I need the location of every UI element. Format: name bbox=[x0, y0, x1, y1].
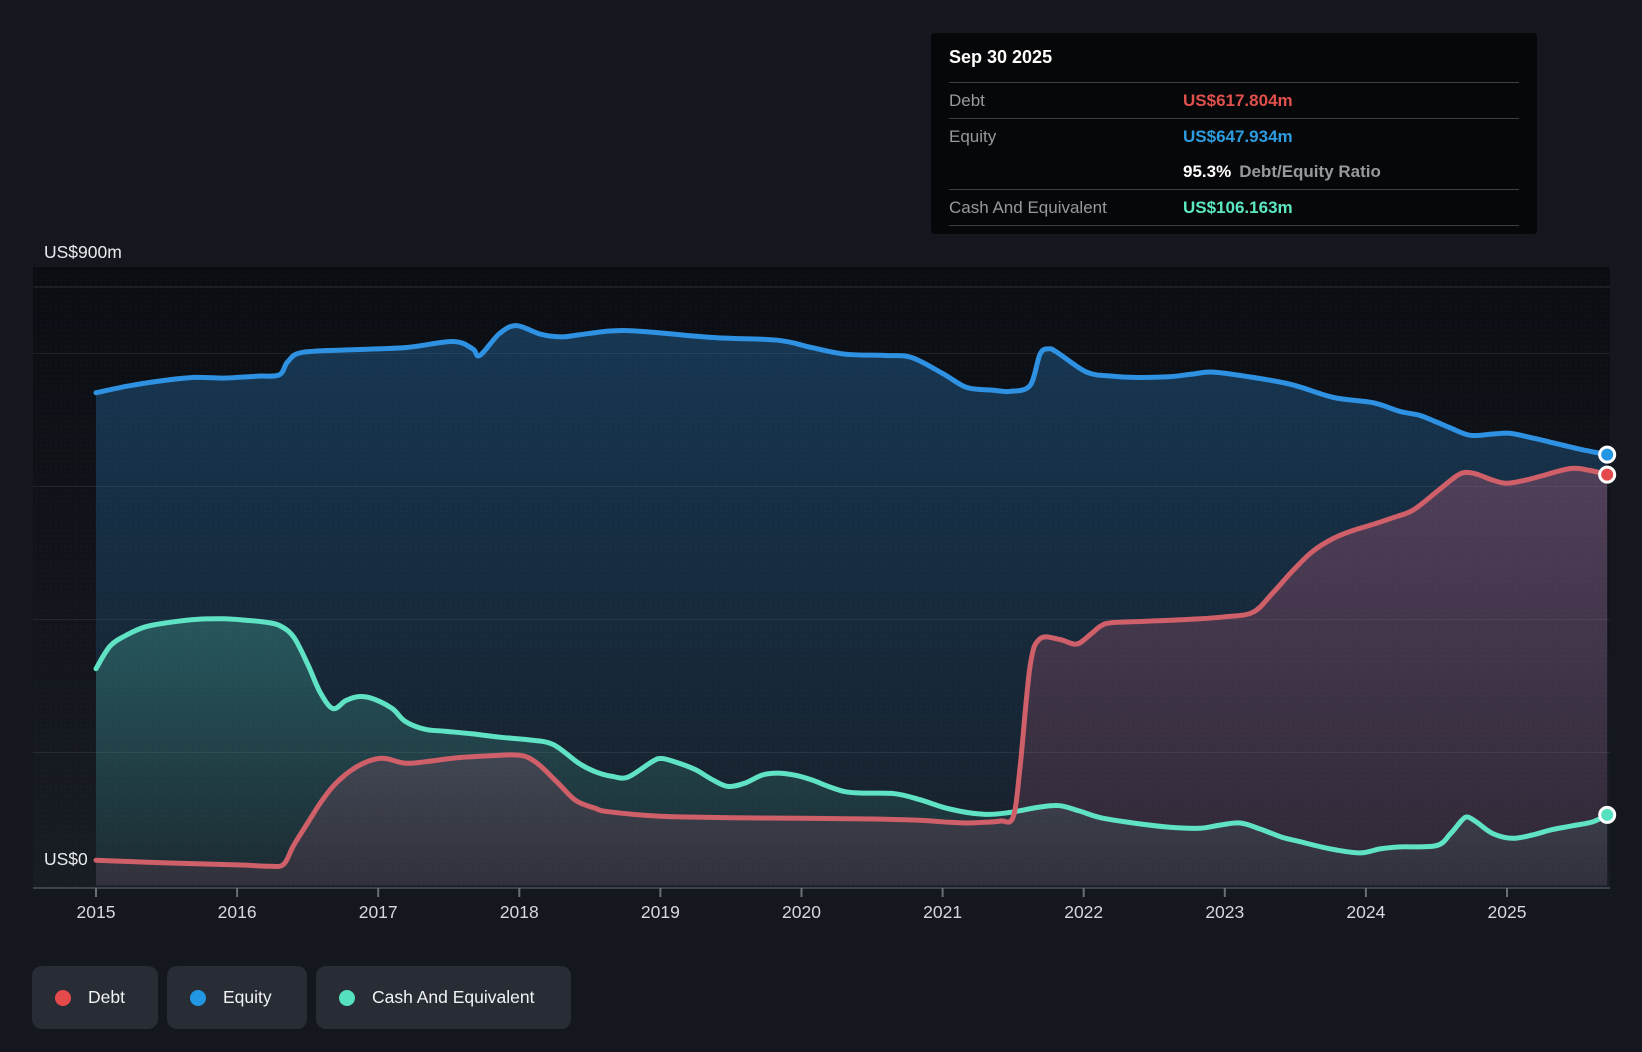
x-axis-year-label: 2021 bbox=[923, 902, 963, 922]
debt-line bbox=[93, 465, 1610, 869]
tooltip-cash-value: US$106.163m bbox=[1183, 197, 1293, 217]
cash-series-dot-icon bbox=[339, 989, 355, 1006]
debt-series-dot-icon bbox=[55, 989, 71, 1006]
tooltip-ratio-value: 95.3% bbox=[1183, 161, 1232, 181]
y-axis-label-zero: US$0 bbox=[44, 849, 88, 869]
legend-item-debt[interactable]: Debt bbox=[32, 966, 158, 1029]
cash-end-marker bbox=[1598, 805, 1617, 824]
plot-texture bbox=[33, 267, 1610, 888]
tooltip-debt-label: Debt bbox=[949, 90, 985, 110]
equity-series-dot-icon bbox=[190, 989, 206, 1006]
tooltip-ratio-label: Debt/Equity Ratio bbox=[1239, 161, 1381, 181]
cash-line bbox=[93, 616, 1610, 856]
x-axis-year-label: 2023 bbox=[1205, 902, 1245, 922]
tooltip-row-debt: Debt US$617.804m bbox=[949, 83, 1519, 119]
x-axis-year-label: 2022 bbox=[1064, 902, 1104, 922]
tooltip-equity-value: US$647.934m bbox=[1183, 126, 1293, 146]
x-axis-year-label: 2015 bbox=[76, 902, 116, 922]
chart-tooltip: Sep 30 2025 Debt US$617.804m Equity US$6… bbox=[931, 33, 1537, 234]
y-axis-label-max: US$900m bbox=[44, 242, 122, 262]
x-axis-year-label: 2024 bbox=[1346, 902, 1386, 922]
x-axis-year-label: 2025 bbox=[1487, 902, 1527, 922]
legend-cash-label: Cash And Equivalent bbox=[372, 987, 535, 1007]
tooltip-debt-value: US$617.804m bbox=[1183, 90, 1293, 110]
debt-end-marker bbox=[1598, 465, 1617, 484]
tooltip-row-cash: Cash And Equivalent US$106.163m bbox=[949, 190, 1519, 226]
tooltip-equity-label: Equity bbox=[949, 126, 997, 146]
legend-item-equity[interactable]: Equity bbox=[167, 966, 307, 1029]
x-axis-year-label: 2019 bbox=[640, 902, 680, 922]
x-axis-year-label: 2018 bbox=[499, 902, 539, 922]
legend-equity-label: Equity bbox=[223, 987, 272, 1007]
tooltip-row-ratio: 95.3% Debt/Equity Ratio bbox=[949, 154, 1519, 190]
x-axis-year-label: 2017 bbox=[358, 902, 398, 922]
chart-legend: Debt Equity Cash And Equivalent bbox=[0, 966, 1642, 1029]
x-axis-year-label: 2016 bbox=[217, 902, 257, 922]
legend-debt-label: Debt bbox=[88, 987, 125, 1007]
tooltip-date: Sep 30 2025 bbox=[949, 33, 1519, 83]
equity-end-marker bbox=[1598, 445, 1617, 464]
x-axis-year-label: 2020 bbox=[782, 902, 821, 922]
legend-item-cash[interactable]: Cash And Equivalent bbox=[316, 966, 571, 1029]
tooltip-cash-label: Cash And Equivalent bbox=[949, 197, 1107, 217]
tooltip-row-equity: Equity US$647.934m bbox=[949, 119, 1519, 154]
equity-line bbox=[93, 323, 1610, 458]
